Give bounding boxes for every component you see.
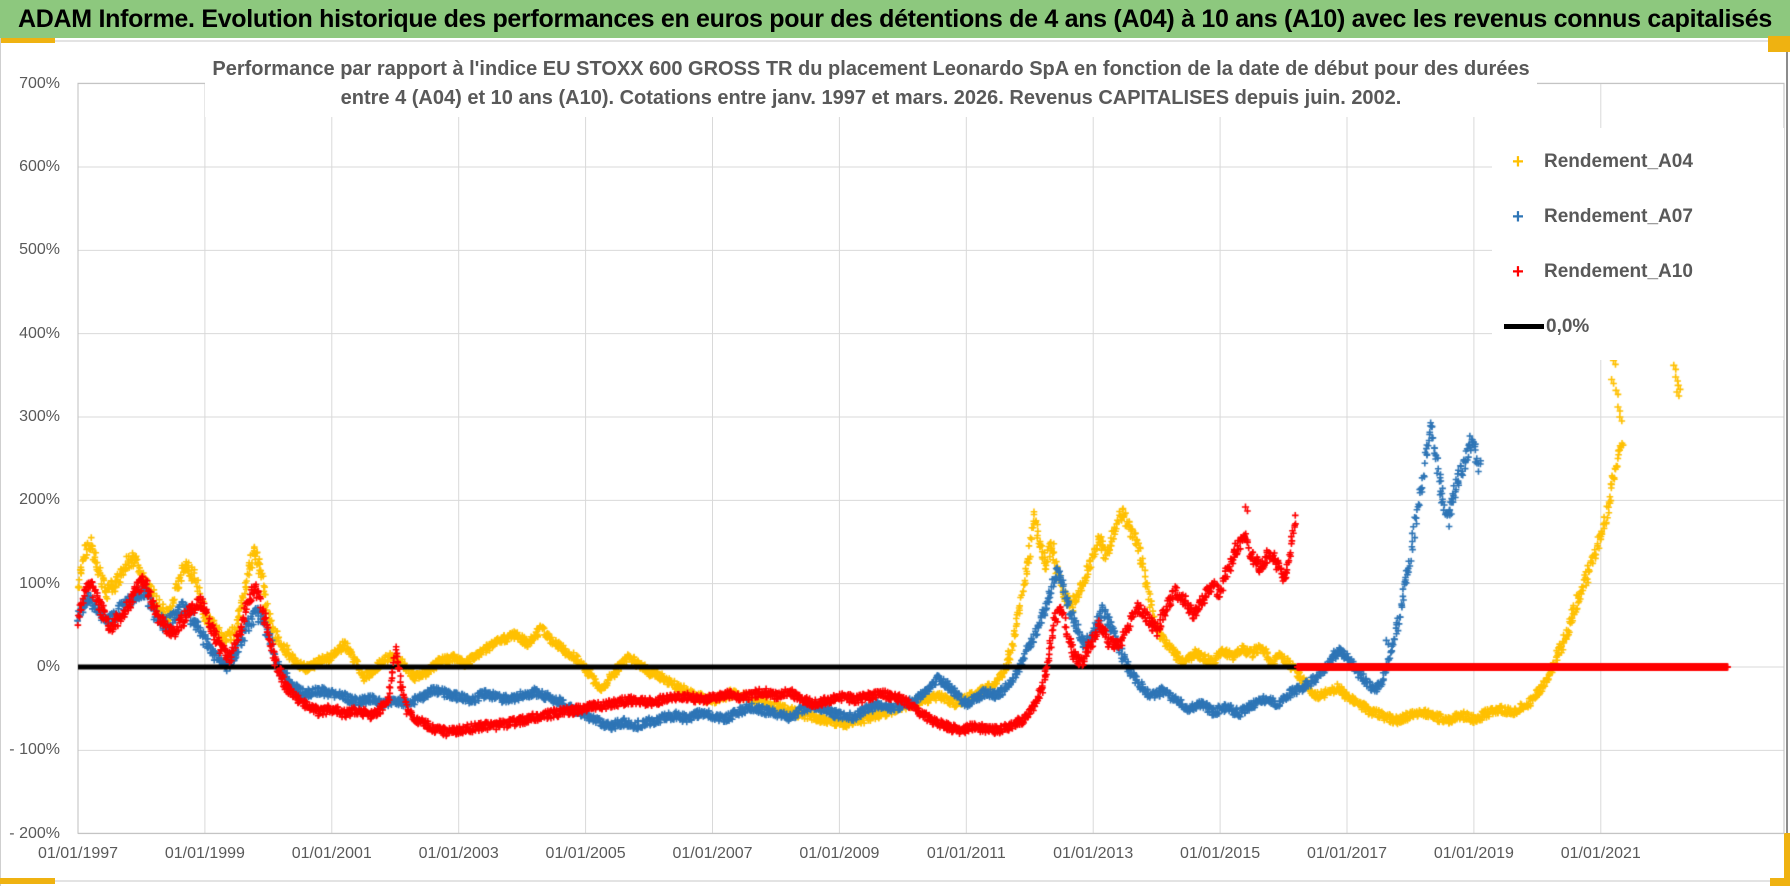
y-tick-label: 200% (19, 491, 60, 509)
plus-marker-icon: + (1512, 260, 1524, 283)
legend-label-zero: 0,0% (1546, 315, 1590, 337)
chart-title: Performance par rapport à l'indice EU ST… (205, 55, 1537, 117)
header-divider (0, 40, 1790, 42)
chart-legend: + Rendement_A04 + Rendement_A07 + Rendem… (1492, 128, 1784, 360)
plus-marker-icon: + (1512, 150, 1524, 173)
legend-entry-a04: + Rendement_A04 (1492, 140, 1784, 184)
x-tick-label: 01/01/1997 (37, 845, 119, 863)
legend-label-a07: Rendement_A07 (1544, 205, 1693, 227)
x-tick-label: 01/01/2009 (799, 845, 880, 863)
y-tick-label: 100% (19, 574, 60, 592)
y-tick-label: 400% (19, 324, 60, 342)
y-tick-label: 600% (19, 158, 60, 175)
chart-title-line2: entre 4 (A04) et 10 ans (A10). Cotations… (340, 87, 1402, 109)
x-tick-label: 01/01/2001 (291, 845, 372, 863)
x-tick-label: 01/01/2013 (1053, 845, 1134, 863)
y-tick-label: 300% (19, 408, 60, 425)
accent-top-left (0, 38, 55, 43)
y-tick-label: 500% (19, 241, 60, 259)
legend-label-a10: Rendement_A10 (1544, 260, 1693, 282)
y-tick-label: 0% (36, 658, 60, 675)
y-tick-label: 700% (19, 74, 60, 92)
legend-entry-a10: + Rendement_A10 (1492, 250, 1784, 294)
x-tick-label: 01/01/2011 (926, 845, 1006, 863)
x-tick-label: 01/01/2007 (672, 845, 753, 863)
plus-marker-icon: + (1512, 205, 1524, 228)
x-tick-label: 01/01/2017 (1306, 845, 1388, 863)
legend-entry-a07: + Rendement_A07 (1492, 195, 1784, 239)
scatter-canvas (0, 42, 1790, 886)
x-tick-label: 01/01/2019 (1433, 845, 1514, 863)
report-header: ADAM Informe. Evolution historique des p… (0, 0, 1790, 38)
legend-label-a04: Rendement_A04 (1544, 150, 1693, 172)
legend-entry-zero: 0,0% (1492, 305, 1784, 349)
x-tick-label: 01/01/2021 (1560, 845, 1641, 863)
x-tick-label: 01/01/2003 (418, 845, 499, 863)
y-tick-label: - 100% (9, 741, 60, 759)
x-tick-label: 01/01/1999 (164, 845, 245, 863)
report-title: ADAM Informe. Evolution historique des p… (18, 4, 1772, 33)
chart-title-line1: Performance par rapport à l'indice EU ST… (212, 58, 1530, 80)
performance-chart[interactable]: 700% 600% 500% 400% 300% 200% 100% 0% - 100% - 20… (0, 42, 1790, 886)
zero-line-swatch (1504, 324, 1544, 329)
x-tick-label: 01/01/2015 (1180, 845, 1261, 863)
x-tick-label: 01/01/2005 (545, 845, 626, 863)
y-tick-label: - 200% (9, 824, 60, 842)
